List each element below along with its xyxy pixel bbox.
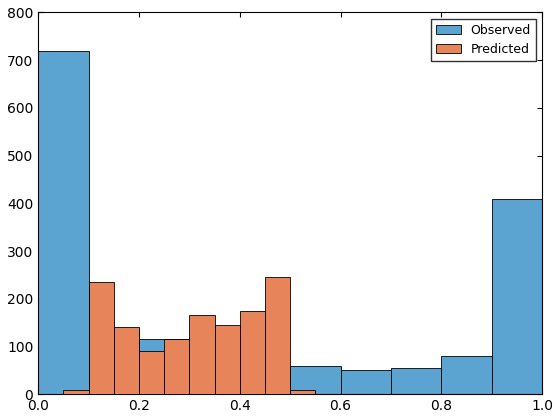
- Bar: [391, 368, 441, 394]
- Bar: [189, 315, 214, 394]
- Bar: [139, 339, 189, 394]
- Bar: [290, 390, 315, 394]
- Bar: [340, 370, 391, 394]
- Bar: [63, 390, 88, 394]
- Bar: [265, 277, 290, 394]
- Bar: [240, 368, 290, 394]
- Legend: Observed, Predicted: Observed, Predicted: [431, 19, 536, 61]
- Bar: [214, 325, 240, 394]
- Bar: [290, 365, 340, 394]
- Bar: [114, 327, 139, 394]
- Bar: [88, 330, 139, 394]
- Bar: [240, 311, 265, 394]
- Bar: [164, 339, 189, 394]
- Bar: [88, 282, 114, 394]
- Bar: [139, 351, 164, 394]
- Bar: [38, 51, 88, 394]
- Bar: [441, 356, 492, 394]
- Bar: [492, 199, 542, 394]
- Bar: [189, 337, 240, 394]
